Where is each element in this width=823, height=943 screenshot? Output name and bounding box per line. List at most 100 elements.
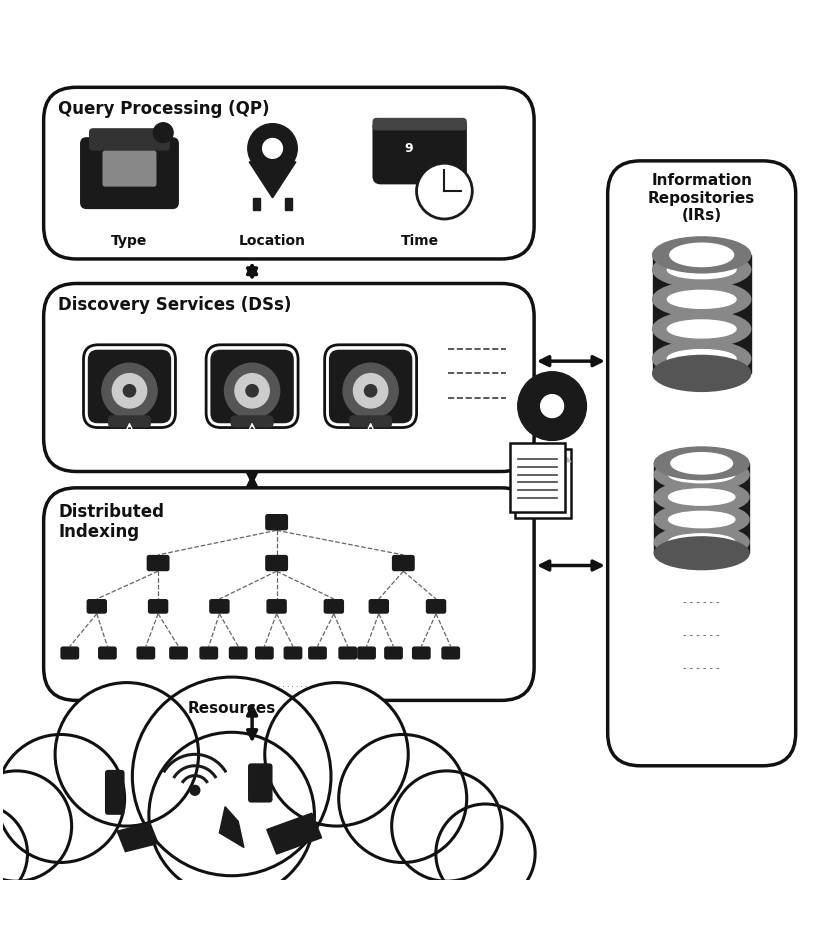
FancyBboxPatch shape (148, 599, 169, 614)
FancyBboxPatch shape (211, 350, 294, 423)
Circle shape (248, 124, 297, 174)
FancyBboxPatch shape (44, 488, 534, 701)
FancyBboxPatch shape (357, 647, 376, 659)
Ellipse shape (654, 504, 749, 536)
Circle shape (343, 363, 398, 419)
Ellipse shape (653, 340, 751, 376)
Text: Time: Time (401, 235, 439, 248)
Circle shape (123, 385, 136, 397)
Circle shape (149, 733, 314, 898)
FancyBboxPatch shape (209, 599, 230, 614)
FancyBboxPatch shape (137, 647, 156, 659)
Text: · · · · · · · · · · · · · · · · · · · · · · · · · · · ·: · · · · · · · · · · · · · · · · · · · · … (215, 685, 338, 690)
Ellipse shape (653, 252, 751, 288)
FancyBboxPatch shape (265, 554, 288, 571)
Ellipse shape (668, 488, 735, 505)
Ellipse shape (654, 481, 749, 513)
Circle shape (518, 372, 587, 440)
FancyBboxPatch shape (206, 345, 298, 427)
Circle shape (0, 770, 72, 882)
FancyBboxPatch shape (229, 647, 248, 659)
FancyBboxPatch shape (392, 554, 415, 571)
FancyBboxPatch shape (265, 514, 288, 530)
Polygon shape (654, 463, 749, 554)
Circle shape (190, 786, 200, 795)
Text: - - - - - -: - - - - - - (683, 630, 720, 640)
Text: - - - - - -: - - - - - - (683, 663, 720, 672)
FancyBboxPatch shape (349, 415, 392, 427)
Text: Location: Location (239, 235, 306, 248)
FancyBboxPatch shape (98, 647, 117, 659)
FancyBboxPatch shape (89, 128, 170, 151)
FancyBboxPatch shape (373, 119, 467, 185)
FancyBboxPatch shape (324, 345, 416, 427)
Ellipse shape (670, 243, 733, 267)
FancyBboxPatch shape (509, 443, 565, 512)
Circle shape (0, 804, 27, 903)
Ellipse shape (653, 281, 751, 317)
FancyBboxPatch shape (86, 599, 107, 614)
FancyBboxPatch shape (329, 350, 412, 423)
Circle shape (225, 363, 280, 419)
FancyBboxPatch shape (60, 647, 79, 659)
FancyBboxPatch shape (170, 647, 188, 659)
Circle shape (0, 735, 124, 863)
FancyBboxPatch shape (0, 815, 541, 882)
Circle shape (153, 123, 173, 142)
FancyBboxPatch shape (384, 647, 403, 659)
FancyBboxPatch shape (44, 284, 534, 472)
Circle shape (436, 804, 535, 903)
FancyBboxPatch shape (412, 647, 430, 659)
Polygon shape (117, 823, 158, 852)
FancyBboxPatch shape (80, 137, 179, 209)
Ellipse shape (667, 320, 736, 338)
FancyBboxPatch shape (108, 415, 151, 427)
Ellipse shape (654, 458, 749, 491)
Polygon shape (558, 449, 571, 462)
Circle shape (365, 385, 377, 397)
FancyBboxPatch shape (338, 647, 357, 659)
Ellipse shape (653, 237, 751, 273)
FancyBboxPatch shape (308, 647, 327, 659)
Circle shape (392, 770, 502, 882)
Circle shape (55, 683, 198, 826)
Ellipse shape (668, 534, 735, 550)
FancyBboxPatch shape (323, 599, 344, 614)
Ellipse shape (653, 356, 751, 391)
FancyBboxPatch shape (105, 769, 124, 815)
FancyBboxPatch shape (248, 763, 272, 802)
FancyBboxPatch shape (441, 647, 460, 659)
Text: Resources: Resources (188, 701, 276, 716)
Circle shape (353, 373, 388, 408)
Ellipse shape (668, 511, 735, 528)
Ellipse shape (671, 453, 732, 474)
Ellipse shape (667, 260, 736, 279)
Text: 9: 9 (404, 141, 413, 155)
Circle shape (265, 683, 408, 826)
FancyBboxPatch shape (83, 345, 175, 427)
Ellipse shape (668, 467, 735, 483)
Circle shape (263, 139, 282, 158)
Circle shape (235, 373, 269, 408)
Ellipse shape (654, 525, 749, 558)
FancyBboxPatch shape (230, 415, 273, 427)
Polygon shape (285, 198, 292, 210)
FancyBboxPatch shape (88, 350, 171, 423)
Polygon shape (249, 162, 296, 198)
FancyBboxPatch shape (146, 554, 170, 571)
Ellipse shape (653, 311, 751, 347)
Ellipse shape (654, 537, 749, 570)
FancyBboxPatch shape (255, 647, 274, 659)
Polygon shape (267, 813, 322, 854)
Text: Type: Type (111, 235, 147, 248)
Text: Distributed
Indexing: Distributed Indexing (58, 503, 165, 541)
Circle shape (339, 735, 467, 863)
Circle shape (133, 677, 331, 876)
FancyBboxPatch shape (267, 599, 287, 614)
Text: - - - - - -: - - - - - - (683, 597, 720, 607)
Circle shape (246, 385, 258, 397)
Circle shape (416, 163, 472, 219)
FancyBboxPatch shape (369, 599, 389, 614)
FancyBboxPatch shape (103, 151, 156, 187)
Text: Information
Repositories
(IRs): Information Repositories (IRs) (648, 174, 756, 223)
